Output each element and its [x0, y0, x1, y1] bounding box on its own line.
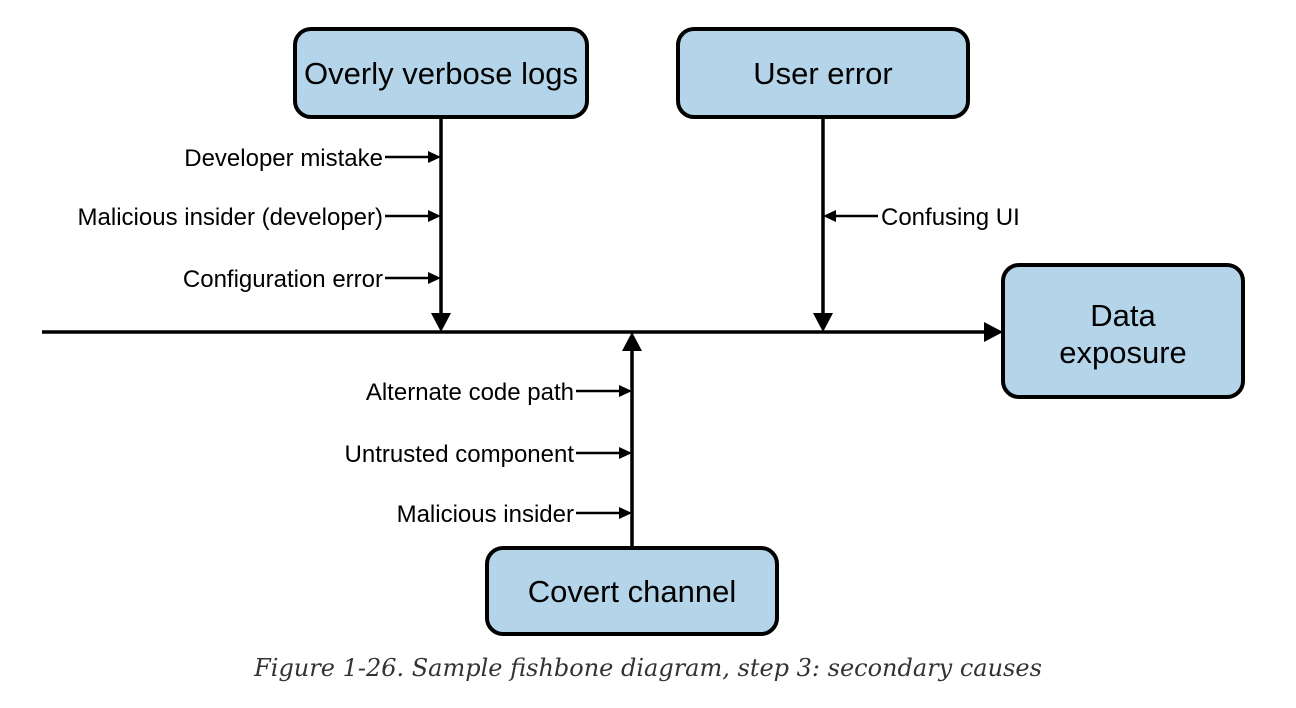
- secondary-malicious-insider: Malicious insider: [397, 501, 632, 528]
- secondary-configuration-error: Configuration error: [183, 266, 441, 293]
- bone-verbose-logs-arrowhead: [431, 313, 451, 332]
- secondary-malicious-insider-developer-label: Malicious insider (developer): [78, 204, 383, 231]
- secondary-alternate-code-path-label: Alternate code path: [366, 379, 574, 406]
- effect-label-line1: Data: [1090, 298, 1156, 333]
- cause-user-error: User error: [676, 27, 970, 119]
- secondary-developer-mistake: Developer mistake: [184, 145, 441, 172]
- cause-covert-channel: Covert channel: [485, 546, 779, 636]
- figure-caption: Figure 1-26. Sample fishbone diagram, st…: [254, 654, 1042, 682]
- spine-arrowhead: [984, 322, 1003, 342]
- secondary-malicious-insider-label: Malicious insider: [397, 501, 574, 528]
- secondary-confusing-ui-label: Confusing UI: [881, 204, 1020, 231]
- cause-verbose-logs: Overly verbose logs: [293, 27, 589, 119]
- secondary-configuration-error-label: Configuration error: [183, 266, 383, 293]
- secondary-untrusted-component: Untrusted component: [345, 441, 632, 468]
- bone-covert-channel-arrowhead: [622, 332, 642, 351]
- bone-user-error-arrowhead: [813, 313, 833, 332]
- effect-label-line2: exposure: [1059, 335, 1187, 370]
- secondary-developer-mistake-label: Developer mistake: [184, 145, 383, 172]
- secondary-malicious-insider-developer: Malicious insider (developer): [78, 204, 441, 231]
- cause-verbose-logs-label: Overly verbose logs: [304, 56, 578, 91]
- effect-box: Data exposure: [1001, 263, 1245, 399]
- secondary-alternate-code-path: Alternate code path: [366, 379, 632, 406]
- secondary-untrusted-component-label: Untrusted component: [345, 441, 575, 468]
- cause-covert-channel-label: Covert channel: [528, 574, 737, 609]
- cause-user-error-label: User error: [753, 56, 893, 91]
- secondary-confusing-ui: Confusing UI: [823, 204, 1020, 231]
